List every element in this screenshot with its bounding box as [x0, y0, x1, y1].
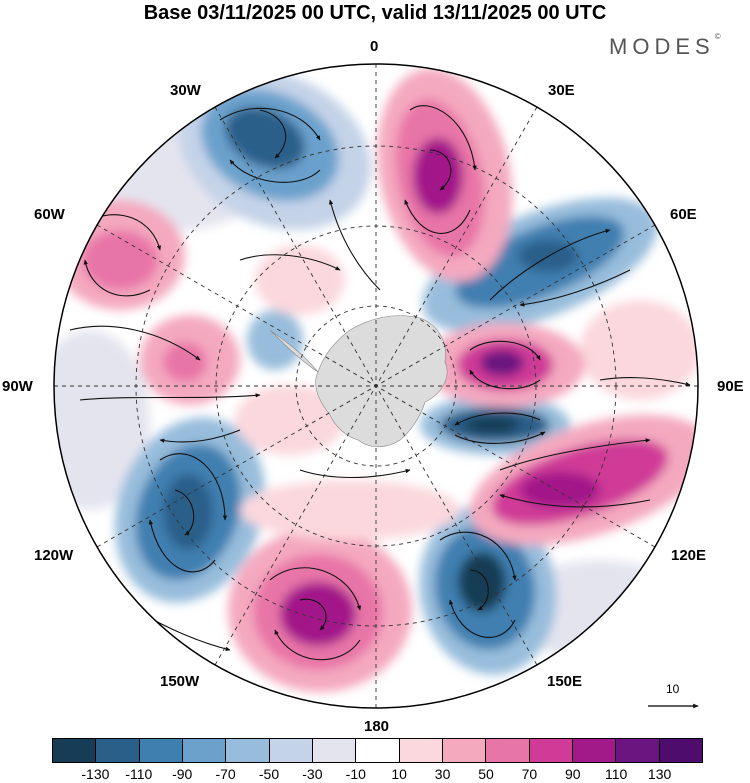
positive-anomaly-90e — [425, 323, 585, 407]
colorbar-swatch — [268, 739, 312, 762]
colorbar-tick-label: -10 — [345, 766, 366, 782]
lon-label-30e: 30E — [548, 82, 575, 99]
lon-label-90e: 90E — [717, 378, 744, 395]
lon-label-120w: 120W — [34, 547, 74, 564]
colorbar-swatch — [571, 739, 616, 762]
lon-label-150e: 150E — [547, 673, 583, 690]
negative-anomaly-100e — [420, 395, 570, 455]
colorbar-swatch — [95, 739, 139, 762]
positive-anomaly-10e — [377, 68, 513, 282]
colorbar-tick-label: -30 — [302, 766, 323, 782]
lon-label-60w: 60W — [34, 206, 65, 223]
colorbar-swatch — [138, 739, 182, 762]
colorbar-tick-label: -90 — [172, 766, 193, 782]
colorbar-swatch — [398, 739, 442, 762]
colorbar-tick-label: 110 — [605, 766, 628, 782]
colorbar-tick-label: -110 — [125, 766, 153, 782]
colorbar-tick-label: 130 — [647, 766, 672, 782]
colorbar-swatch — [355, 739, 399, 762]
colorbar-swatch — [441, 739, 486, 762]
colorbar-tick-label: 50 — [478, 766, 494, 782]
colorbar-swatch — [658, 739, 702, 762]
colorbar-swatch — [615, 739, 659, 762]
streamlines — [69, 105, 691, 661]
colorbar-swatch — [181, 739, 226, 762]
negative-anomaly-peninsula — [247, 310, 303, 370]
graticule — [54, 64, 698, 708]
colorbar-swatch — [485, 739, 529, 762]
lon-label-150w: 150W — [160, 673, 200, 690]
colorbar-tick-label: -50 — [258, 766, 280, 782]
positive-anomaly-160w — [228, 528, 412, 692]
colorbar-tick-label: 30 — [434, 766, 451, 782]
colorbar-tick-label: 70 — [521, 766, 538, 782]
lon-label-90w: 90W — [2, 378, 33, 395]
colorbar-tick-label: 90 — [565, 766, 581, 782]
lon-label-120e: 120E — [671, 547, 707, 564]
colorbar-tick-label: -70 — [215, 766, 236, 782]
colorbar-swatch — [225, 739, 269, 762]
colorbar-swatch — [53, 739, 96, 762]
colorbar-tick-label: 10 — [391, 766, 407, 782]
reference-vector-label: 10 — [666, 682, 680, 696]
map-title: Base 03/11/2025 00 UTC, valid 13/11/2025… — [143, 2, 607, 24]
negative-anomaly-30w — [178, 69, 372, 231]
lon-label-60e: 60E — [670, 206, 697, 223]
colorbar — [52, 738, 703, 763]
colorbar-swatch — [311, 739, 356, 762]
modes-logo: MODES© — [609, 32, 721, 59]
colorbar-swatch — [528, 739, 572, 762]
lon-label-0: 0 — [370, 38, 379, 55]
lon-label-180: 180 — [364, 718, 390, 735]
lon-label-30w: 30W — [170, 82, 201, 99]
colorbar-tick-label: -130 — [81, 766, 110, 782]
